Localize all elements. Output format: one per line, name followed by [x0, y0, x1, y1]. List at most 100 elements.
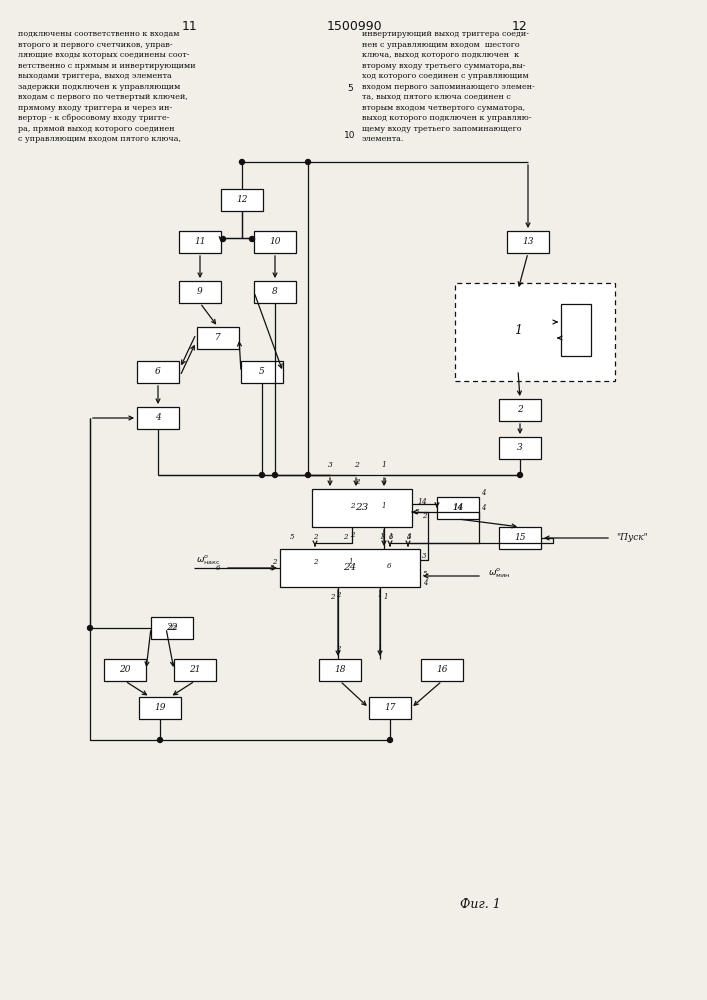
Text: 4: 4: [155, 414, 161, 422]
Text: 8: 8: [272, 288, 278, 296]
FancyBboxPatch shape: [561, 304, 591, 356]
Text: 1: 1: [384, 593, 388, 601]
Text: 2: 2: [312, 558, 317, 566]
FancyBboxPatch shape: [137, 361, 179, 383]
FancyBboxPatch shape: [369, 697, 411, 719]
Text: инвертирующий выход триггера соеди-
нен с управляющим входом  шестого
ключа, вых: инвертирующий выход триггера соеди- нен …: [362, 30, 535, 143]
Text: 2: 2: [422, 512, 426, 520]
FancyBboxPatch shape: [312, 489, 412, 527]
Text: 7: 7: [215, 334, 221, 342]
Text: 6: 6: [155, 367, 161, 376]
FancyBboxPatch shape: [174, 659, 216, 681]
Text: 3: 3: [407, 533, 411, 541]
Text: 18: 18: [334, 666, 346, 674]
FancyBboxPatch shape: [499, 437, 541, 459]
Circle shape: [387, 738, 392, 742]
Text: 2: 2: [329, 593, 334, 601]
Circle shape: [221, 236, 226, 241]
Text: 1: 1: [378, 645, 382, 653]
Text: 19: 19: [154, 704, 165, 712]
FancyBboxPatch shape: [241, 361, 283, 383]
Circle shape: [305, 159, 310, 164]
FancyBboxPatch shape: [254, 281, 296, 303]
Text: 11: 11: [194, 237, 206, 246]
Text: 24: 24: [344, 564, 356, 572]
Text: 4: 4: [406, 533, 410, 541]
Circle shape: [158, 738, 163, 742]
Text: 6: 6: [389, 533, 393, 541]
FancyBboxPatch shape: [507, 231, 549, 253]
Circle shape: [240, 159, 245, 164]
Text: "Пуск": "Пуск": [616, 534, 648, 542]
Text: 1: 1: [349, 558, 354, 566]
Text: 1: 1: [382, 502, 386, 510]
Text: 3: 3: [517, 444, 523, 452]
Text: 1: 1: [382, 531, 386, 539]
Text: 5: 5: [259, 367, 265, 376]
Text: 2: 2: [517, 406, 523, 414]
FancyBboxPatch shape: [319, 659, 361, 681]
FancyBboxPatch shape: [179, 281, 221, 303]
Text: 15: 15: [514, 534, 526, 542]
Text: 11: 11: [182, 20, 198, 33]
Text: 13: 13: [522, 237, 534, 246]
Circle shape: [518, 473, 522, 478]
FancyBboxPatch shape: [482, 290, 554, 370]
FancyBboxPatch shape: [254, 231, 296, 253]
FancyBboxPatch shape: [179, 231, 221, 253]
Text: 5: 5: [290, 533, 294, 541]
Circle shape: [259, 473, 264, 478]
Text: 5: 5: [347, 84, 353, 93]
Text: 2: 2: [355, 478, 359, 486]
Text: 12: 12: [236, 196, 247, 205]
FancyBboxPatch shape: [499, 527, 541, 549]
Text: 3: 3: [422, 552, 426, 560]
Text: 5: 5: [269, 564, 274, 572]
FancyBboxPatch shape: [221, 189, 263, 211]
Text: 1: 1: [382, 478, 387, 486]
FancyBboxPatch shape: [280, 549, 420, 587]
Text: 2: 2: [336, 645, 340, 653]
FancyBboxPatch shape: [104, 659, 146, 681]
Text: 2: 2: [336, 591, 340, 599]
Text: 2: 2: [354, 461, 358, 469]
Text: 2: 2: [312, 533, 317, 541]
Text: 14: 14: [452, 504, 464, 512]
Text: 4: 4: [481, 504, 485, 512]
Text: 1: 1: [378, 591, 382, 599]
Text: подключены соответственно к входам
второго и первого счетчиков, управ-
ляющие вх: подключены соответственно к входам второ…: [18, 30, 196, 143]
Text: 9: 9: [197, 288, 203, 296]
Text: 4: 4: [423, 579, 428, 587]
FancyBboxPatch shape: [151, 617, 193, 639]
Text: 2: 2: [350, 531, 354, 539]
Text: 14: 14: [417, 498, 427, 506]
FancyBboxPatch shape: [499, 399, 541, 421]
Text: 5: 5: [423, 570, 428, 578]
Text: 14: 14: [452, 504, 463, 512]
Circle shape: [272, 473, 278, 478]
Text: 23: 23: [356, 504, 368, 512]
Text: 17: 17: [384, 704, 396, 712]
Text: 1: 1: [382, 461, 387, 469]
FancyBboxPatch shape: [455, 283, 615, 381]
Text: 10: 10: [269, 237, 281, 246]
Text: 1: 1: [380, 533, 384, 541]
Circle shape: [88, 626, 93, 631]
Text: 21: 21: [189, 666, 201, 674]
Text: $\omega^o_{\rm мин}$: $\omega^o_{\rm мин}$: [488, 566, 510, 580]
FancyBboxPatch shape: [137, 407, 179, 429]
Text: $\omega^o_{\rm накс}$: $\omega^o_{\rm накс}$: [196, 553, 220, 567]
Text: 2: 2: [343, 533, 347, 541]
FancyBboxPatch shape: [197, 327, 239, 349]
Circle shape: [250, 236, 255, 241]
Text: 1500990: 1500990: [326, 20, 382, 33]
Text: 6: 6: [387, 562, 391, 570]
Text: Фиг. 1: Фиг. 1: [460, 898, 501, 912]
Circle shape: [305, 473, 310, 478]
Text: 2: 2: [271, 558, 276, 566]
Text: 3: 3: [415, 508, 419, 516]
FancyBboxPatch shape: [421, 659, 463, 681]
Text: 6: 6: [216, 564, 220, 572]
Text: 20: 20: [119, 666, 131, 674]
Text: 22: 22: [166, 624, 177, 633]
